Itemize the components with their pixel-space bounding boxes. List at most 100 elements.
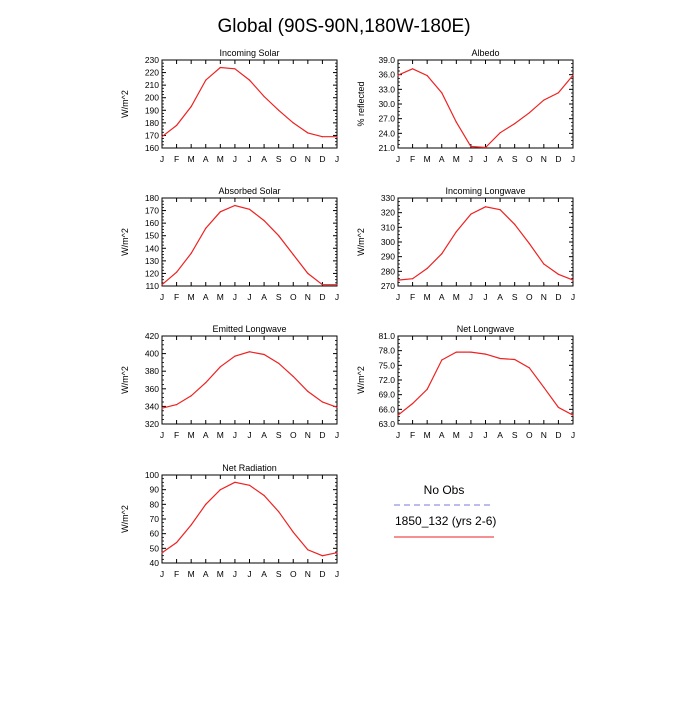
data-point — [557, 92, 560, 94]
y-axis-label: W/m^2 — [120, 505, 130, 533]
panel-4: Emitted Longwave W/m^2 320 340 360 380 400 420 J… — [120, 324, 339, 440]
data-point — [219, 211, 221, 213]
plot-frame — [397, 335, 574, 425]
data-point — [470, 213, 472, 215]
x-tick-label: A — [497, 430, 503, 440]
data-point — [292, 122, 294, 124]
x-tick-label: M — [453, 292, 460, 302]
y-tick-label: 190 — [145, 105, 159, 115]
y-tick-label: 80 — [150, 499, 160, 509]
series-line — [161, 351, 338, 409]
x-tick-label: S — [512, 292, 518, 302]
y-tick-label: 360 — [145, 384, 159, 394]
data-point — [321, 555, 323, 557]
x-tick-label: J — [160, 430, 164, 440]
y-tick-label: 150 — [145, 231, 159, 241]
x-tick-label: J — [469, 292, 473, 302]
x-tick-label: J — [571, 154, 575, 164]
x-tick-label: J — [247, 569, 251, 579]
data-point — [484, 146, 487, 149]
legend-model-label: 1850_132 (yrs 2-6) — [395, 514, 496, 528]
y-tick-label: 120 — [145, 268, 159, 278]
plot-frame — [161, 474, 338, 564]
y-tick-label: 180 — [145, 193, 159, 203]
plot-frame — [397, 197, 574, 287]
x-tick-label: O — [526, 430, 533, 440]
legend: No Obs 1850_132 (yrs 2-6) — [394, 483, 496, 538]
y-tick-label: 320 — [145, 419, 159, 429]
data-point — [484, 353, 487, 355]
x-tick-label: J — [571, 430, 575, 440]
x-tick-label: O — [290, 292, 297, 302]
data-point — [321, 284, 323, 286]
x-tick-label: O — [290, 430, 297, 440]
data-point — [514, 358, 516, 361]
panel-title: Emitted Longwave — [212, 324, 286, 334]
y-tick-label: 66.0 — [378, 404, 395, 414]
x-tick-label: M — [424, 154, 431, 164]
data-point — [248, 208, 251, 210]
data-point — [426, 388, 428, 390]
x-tick-label: D — [319, 430, 325, 440]
x-tick-label: J — [396, 292, 400, 302]
x-tick-label: A — [203, 154, 209, 164]
data-point — [190, 252, 192, 254]
x-tick-label: M — [424, 292, 431, 302]
x-tick-label: D — [555, 430, 561, 440]
data-point — [397, 279, 399, 281]
x-tick-label: F — [174, 154, 179, 164]
x-tick-label: J — [469, 430, 473, 440]
data-point — [248, 351, 251, 353]
x-tick-label: M — [217, 569, 224, 579]
panel-title: Albedo — [471, 48, 499, 58]
data-point — [528, 242, 530, 245]
data-point — [307, 549, 309, 551]
data-point — [455, 121, 457, 123]
data-point — [499, 209, 501, 211]
x-tick-label: J — [160, 292, 164, 302]
data-point — [441, 92, 443, 94]
data-point — [484, 206, 487, 208]
y-tick-label: 50 — [150, 543, 160, 553]
series-line — [161, 66, 337, 138]
data-point — [234, 204, 236, 207]
y-tick-label: 78.0 — [378, 346, 395, 356]
x-tick-label: A — [203, 569, 209, 579]
data-point — [248, 484, 251, 486]
data-point — [263, 220, 265, 222]
data-point — [455, 351, 457, 353]
y-axis-label: W/m^2 — [120, 90, 130, 118]
y-tick-label: 210 — [145, 80, 159, 90]
data-point — [234, 68, 236, 70]
data-point — [412, 68, 414, 70]
panel-title: Incoming Solar — [219, 48, 279, 58]
data-point — [336, 284, 338, 286]
y-tick-label: 69.0 — [378, 390, 395, 400]
panel-1: Albedo % reflected 21.0 24.0 27.0 30.0 33.0 36.… — [356, 48, 575, 164]
plot-frame — [161, 197, 338, 287]
x-tick-label: J — [247, 430, 251, 440]
x-tick-label: N — [541, 292, 547, 302]
x-tick-label: D — [319, 569, 325, 579]
y-tick-label: 110 — [145, 281, 159, 291]
x-tick-label: J — [483, 430, 487, 440]
x-tick-label: N — [305, 154, 311, 164]
data-point — [336, 136, 338, 138]
data-point — [426, 267, 428, 269]
y-tick-label: 39.0 — [378, 55, 395, 65]
data-point — [278, 235, 280, 237]
x-tick-label: O — [526, 154, 533, 164]
data-point — [205, 382, 207, 384]
legend-obs-label: No Obs — [424, 483, 465, 497]
data-point — [426, 75, 428, 77]
y-tick-label: 60 — [150, 529, 160, 539]
x-tick-label: A — [439, 154, 445, 164]
data-point — [190, 524, 192, 526]
y-tick-label: 170 — [145, 130, 159, 140]
data-point — [572, 74, 574, 76]
series-line — [397, 206, 574, 281]
y-axis-label: % reflected — [356, 81, 366, 126]
x-tick-label: M — [188, 154, 195, 164]
data-point — [499, 357, 501, 360]
